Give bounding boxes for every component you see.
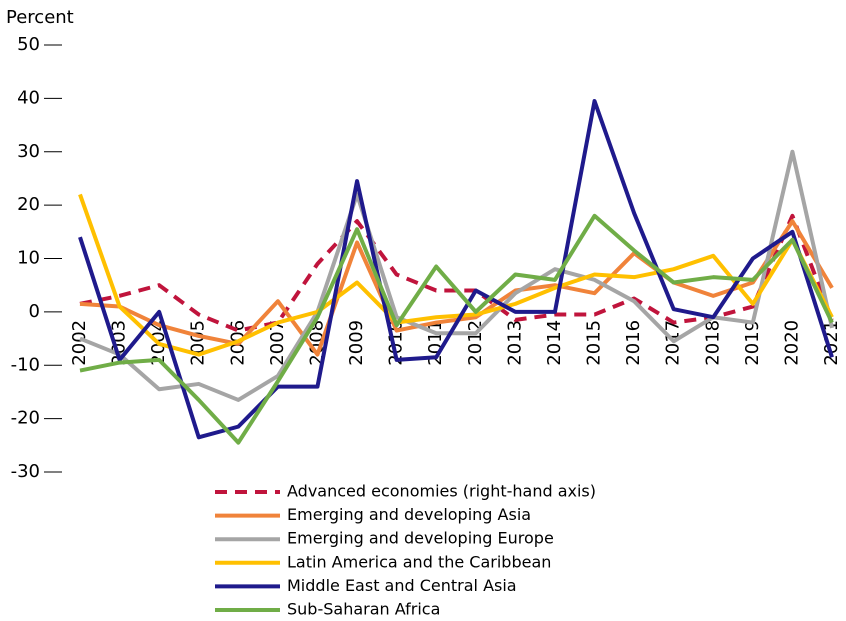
legend-label: Latin America and the Caribbean [287, 552, 551, 571]
y-tick-label: -10 [11, 354, 40, 375]
legend-label: Emerging and developing Europe [287, 529, 554, 548]
legend-label: Sub-Saharan Africa [287, 600, 440, 619]
legend-label: Middle East and Central Asia [287, 576, 517, 595]
x-tick-label: 2015 [584, 320, 605, 366]
y-tick-label: -30 [11, 461, 40, 482]
x-tick-label: 2016 [623, 320, 644, 366]
x-tick-label: 2021 [821, 320, 842, 366]
series-line [79, 149, 834, 402]
x-tick-label: 2002 [69, 320, 90, 366]
legend-label: Emerging and developing Asia [287, 505, 531, 524]
x-tick-label: 2019 [742, 320, 763, 366]
x-tick-label: 2005 [188, 320, 209, 366]
y-tick-label: -20 [11, 408, 40, 429]
y-tick-label: 0 [29, 301, 40, 322]
x-tick-label: 2007 [267, 320, 288, 366]
series-line [78, 99, 834, 440]
x-tick-label: 2013 [504, 320, 525, 366]
series-line [79, 213, 834, 445]
y-axis-label: Percent [6, 7, 74, 28]
legend-label: Advanced economies (right-hand axis) [287, 482, 596, 501]
x-tick-label: 2009 [346, 320, 367, 366]
y-tick-label: 50 [17, 34, 40, 55]
x-tick-label: 2014 [544, 320, 565, 366]
x-tick-label: 2020 [781, 320, 802, 366]
y-tick-label: 40 [17, 87, 40, 108]
y-tick-label: 30 [17, 141, 40, 162]
y-tick-label: 20 [17, 194, 40, 215]
series-line [79, 213, 834, 333]
series-line [78, 193, 834, 357]
x-tick-label: 2018 [702, 320, 723, 366]
series-line [79, 219, 834, 357]
y-tick-label: 10 [17, 248, 40, 269]
